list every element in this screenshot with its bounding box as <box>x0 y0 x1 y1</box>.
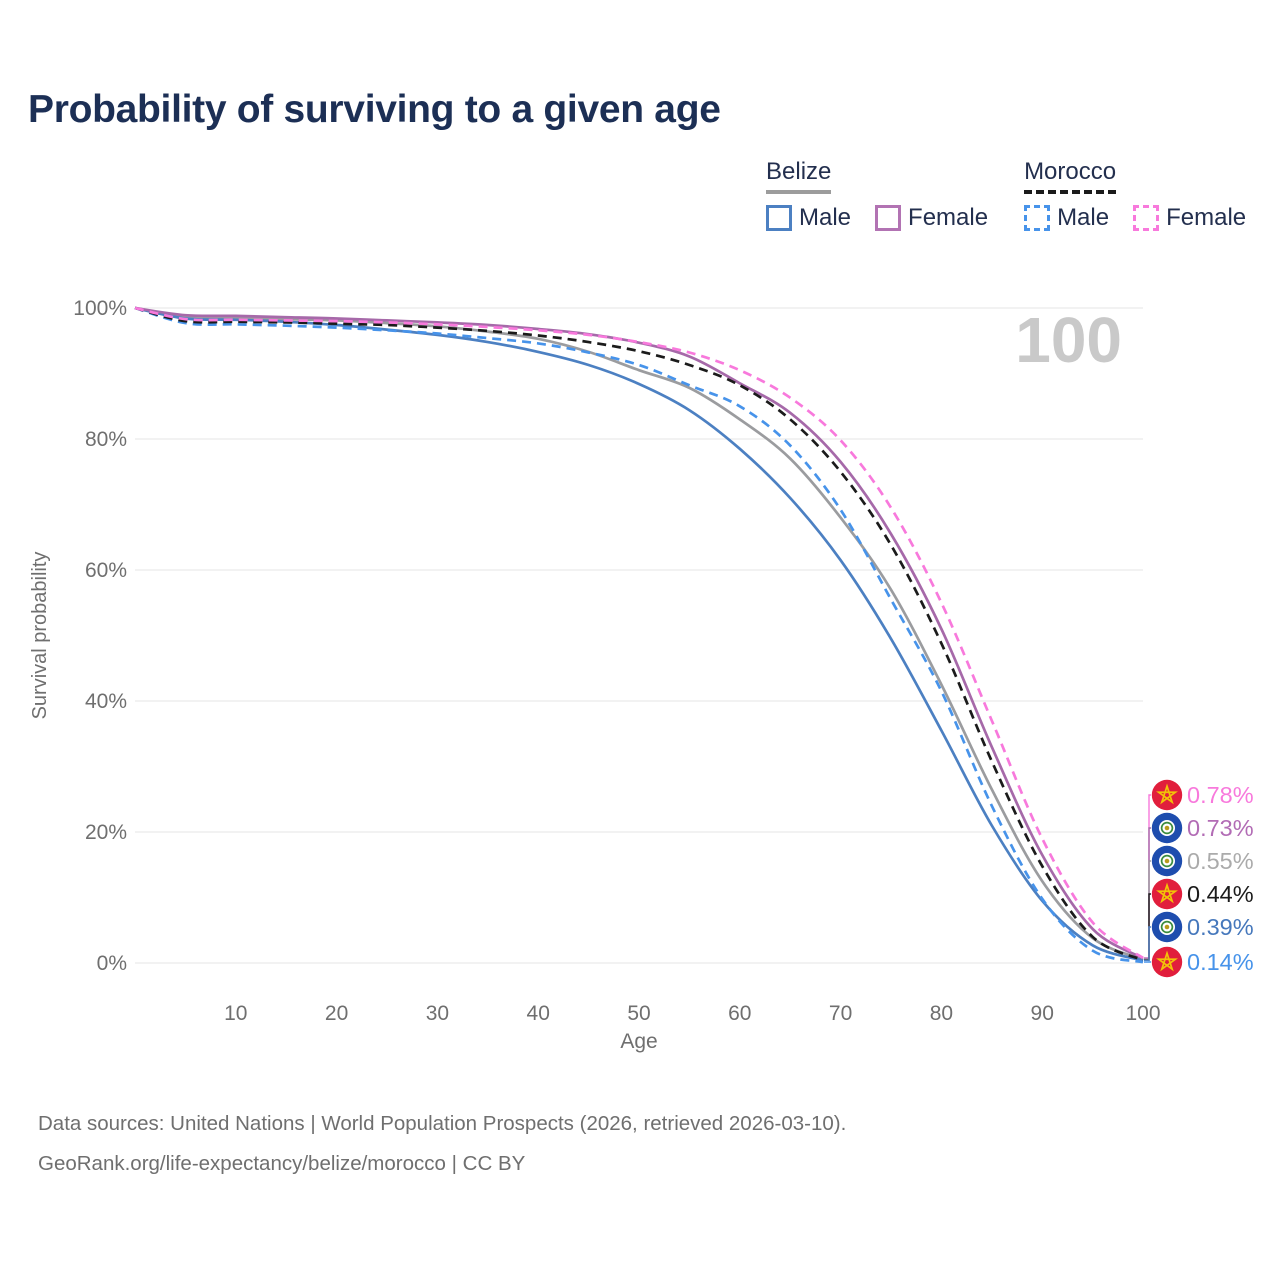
x-tick-label-30: 30 <box>426 1002 449 1025</box>
end-label-belize-male[interactable]: 0.39% <box>1151 911 1254 943</box>
end-label-connector-belize-female <box>1144 827 1151 959</box>
morocco-flag-icon <box>1151 779 1183 811</box>
series-line-morocco-male[interactable] <box>134 306 1144 964</box>
morocco-flag-icon <box>1151 878 1183 910</box>
legend-item-label: Female <box>908 204 989 231</box>
legend-item-label: Female <box>1166 204 1247 231</box>
legend-item-belize-female[interactable]: Female <box>875 204 988 232</box>
legend-item-belize-male[interactable]: Male <box>766 204 851 232</box>
end-label-value-belize-female: 0.73% <box>1187 815 1254 841</box>
end-label-value-belize-male: 0.39% <box>1187 914 1254 940</box>
legend-group-morocco: Morocco Male Female <box>1024 158 1246 232</box>
series-line-belize-both[interactable] <box>134 306 1144 961</box>
legend-items-belize: Male Female <box>766 204 988 232</box>
footer: Data sources: United Nations | World Pop… <box>38 1104 846 1184</box>
x-tick-label-40: 40 <box>527 1002 550 1025</box>
source-url-note: GeoRank.org/life-expectancy/belize/moroc… <box>38 1152 526 1175</box>
end-label-value-morocco-both: 0.44% <box>1187 881 1254 907</box>
x-tick-label-70: 70 <box>829 1002 852 1025</box>
x-tick-label-80: 80 <box>930 1002 953 1025</box>
end-label-morocco-male[interactable]: 0.14% <box>1151 946 1254 978</box>
y-tick-label-40: 40% <box>85 690 127 713</box>
series-line-belize-male[interactable] <box>134 306 1144 962</box>
end-label-morocco-female[interactable]: 0.78% <box>1151 779 1254 811</box>
series-line-belize-female[interactable] <box>134 306 1144 960</box>
x-axis-title: Age <box>620 1030 657 1053</box>
legend-item-label: Male <box>799 204 852 231</box>
series-line-morocco-female[interactable] <box>134 306 1144 960</box>
data-sources-note: Data sources: United Nations | World Pop… <box>38 1112 847 1135</box>
legend-item-morocco-female[interactable]: Female <box>1133 204 1246 232</box>
y-tick-label-20: 20% <box>85 821 127 844</box>
x-tick-label-10: 10 <box>224 1002 247 1025</box>
x-tick-label-20: 20 <box>325 1002 348 1025</box>
y-axis-title: Survival probability <box>29 552 51 720</box>
legend-swatch-belize-female <box>875 205 902 231</box>
legend-swatch-morocco-female <box>1133 205 1160 231</box>
y-tick-label-100: 100% <box>73 297 127 320</box>
chart-title: Probability of surviving to a given age <box>28 88 721 131</box>
belize-flag-icon <box>1151 812 1183 844</box>
end-label-belize-both[interactable]: 0.55% <box>1151 845 1254 877</box>
end-label-connector-morocco-female <box>1144 794 1151 959</box>
legend-group-title-morocco[interactable]: Morocco <box>1024 158 1117 194</box>
x-tick-label-100: 100 <box>1125 1002 1160 1025</box>
y-tick-label-60: 60% <box>85 559 127 582</box>
end-label-belize-female[interactable]: 0.73% <box>1151 812 1254 844</box>
end-label-value-belize-both: 0.55% <box>1187 848 1254 874</box>
x-tick-label-90: 90 <box>1031 1002 1054 1025</box>
legend-swatch-morocco-male <box>1024 205 1051 231</box>
hover-age-watermark: 100 <box>1015 304 1122 376</box>
x-tick-label-50: 50 <box>627 1002 650 1025</box>
x-tick-label-60: 60 <box>728 1002 751 1025</box>
belize-flag-icon <box>1151 845 1183 877</box>
y-tick-label-0: 0% <box>97 952 127 975</box>
legend-group-belize: Belize Male Female <box>766 158 988 232</box>
end-label-value-morocco-female: 0.78% <box>1187 782 1254 808</box>
end-label-morocco-both[interactable]: 0.44% <box>1151 878 1254 910</box>
morocco-flag-icon <box>1151 946 1183 978</box>
series-line-morocco-both[interactable] <box>134 306 1144 962</box>
legend-items-morocco: Male Female <box>1024 204 1246 232</box>
end-label-value-morocco-male: 0.14% <box>1187 949 1254 975</box>
end-label-connector-belize-male <box>1144 926 1151 962</box>
legend: Belize Male Female Morocco Male Female <box>766 158 1246 232</box>
legend-item-label: Male <box>1057 204 1110 231</box>
y-tick-label-80: 80% <box>85 428 127 451</box>
belize-flag-icon <box>1151 911 1183 943</box>
legend-item-morocco-male[interactable]: Male <box>1024 204 1109 232</box>
legend-group-title-belize[interactable]: Belize <box>766 158 832 194</box>
legend-swatch-belize-male <box>766 205 792 231</box>
end-label-connector-belize-both <box>1144 860 1151 961</box>
